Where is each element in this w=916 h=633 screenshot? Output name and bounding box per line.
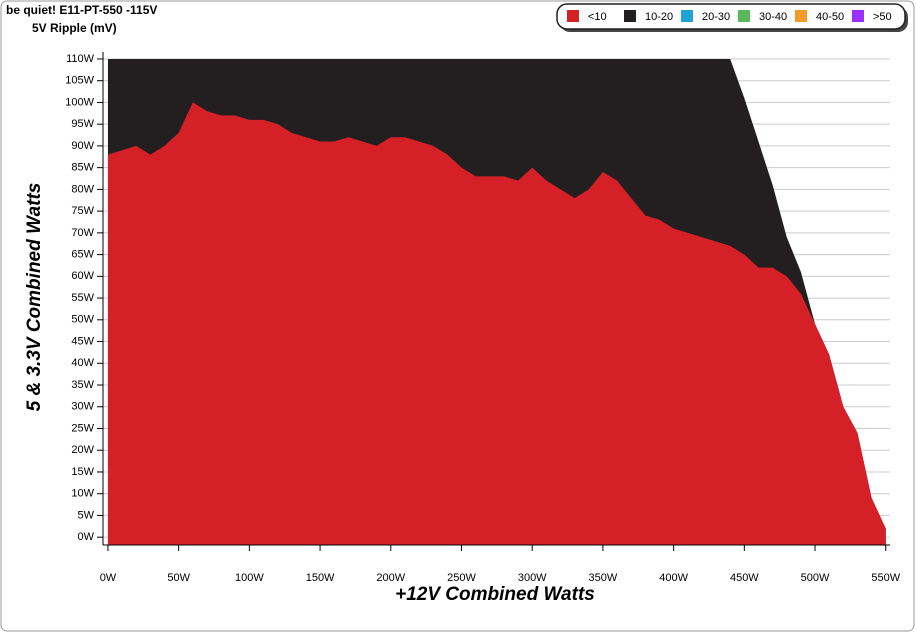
y-tick-label: 30W <box>71 401 94 413</box>
y-tick-label: 105W <box>65 75 94 87</box>
y-tick-label: 70W <box>71 227 94 239</box>
y-axis-title: 5 & 3.3V Combined Watts <box>24 183 45 412</box>
x-axis-title: +12V Combined Watts <box>395 584 595 605</box>
y-tick-label: 15W <box>71 466 94 478</box>
legend-swatch <box>795 10 807 22</box>
chart-subtitle: 5V Ripple (mV) <box>32 21 117 35</box>
y-tick-label: 65W <box>71 248 94 260</box>
x-tick-label: 500W <box>801 572 830 584</box>
y-tick-label: 5W <box>78 509 95 521</box>
legend-swatch <box>852 10 864 22</box>
legend-swatch <box>738 10 750 22</box>
x-tick-label: 100W <box>235 572 264 584</box>
y-tick-label: 45W <box>71 335 94 347</box>
y-tick-label: 20W <box>71 444 94 456</box>
legend-label: 30-40 <box>759 11 787 23</box>
y-tick-label: 10W <box>71 488 94 500</box>
x-tick-label: 300W <box>518 572 547 584</box>
y-tick-label: 55W <box>71 292 94 304</box>
y-tick-label: 0W <box>78 531 95 543</box>
y-tick-label: 75W <box>71 205 94 217</box>
legend-label: 40-50 <box>816 11 844 23</box>
legend-swatch <box>681 10 693 22</box>
y-tick-label: 95W <box>71 118 94 130</box>
y-tick-label: 25W <box>71 422 94 434</box>
x-tick-label: 150W <box>306 572 335 584</box>
y-tick-label: 50W <box>71 314 94 326</box>
x-tick-label: 200W <box>376 572 405 584</box>
y-tick-label: 40W <box>71 357 94 369</box>
x-tick-label: 550W <box>871 572 900 584</box>
y-tick-label: 100W <box>65 96 94 108</box>
area <box>107 102 886 546</box>
legend-swatch <box>567 10 579 22</box>
y-tick-label: 60W <box>71 270 94 282</box>
legend-label: <10 <box>588 11 607 23</box>
x-tick-label: 250W <box>447 572 476 584</box>
chart-title: be quiet! E11-PT-550 -115V <box>6 3 157 17</box>
x-tick-label: 350W <box>589 572 618 584</box>
legend-label: 20-30 <box>702 11 730 23</box>
legend-box <box>556 3 906 30</box>
y-tick-label: 85W <box>71 162 94 174</box>
x-tick-label: 50W <box>167 572 190 584</box>
y-tick-label: 80W <box>71 183 94 195</box>
x-tick-label: 450W <box>730 572 759 584</box>
x-tick-label: 400W <box>659 572 688 584</box>
y-tick-label: 110W <box>66 53 95 65</box>
x-tick-label: 0W <box>100 572 117 584</box>
y-tick-label: 35W <box>71 379 94 391</box>
y-tick-label: 90W <box>71 140 94 152</box>
legend-label: >50 <box>873 11 892 23</box>
legend-swatch <box>624 10 636 22</box>
legend-label: 10-20 <box>645 11 673 23</box>
